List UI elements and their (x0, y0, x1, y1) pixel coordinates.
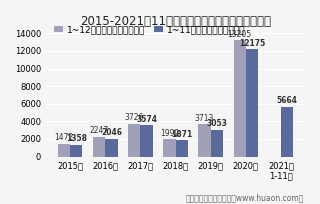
Bar (105, 139, 117, 157)
Text: 2247: 2247 (90, 126, 109, 135)
Text: 2046: 2046 (101, 128, 122, 137)
Bar (281, 107, 293, 157)
Bar (140, 125, 153, 157)
Text: 5664: 5664 (277, 96, 298, 105)
Bar (198, 124, 211, 157)
Bar (246, 49, 258, 157)
Text: 3713: 3713 (195, 114, 214, 123)
Text: 1871: 1871 (171, 130, 192, 139)
Bar (70, 145, 83, 157)
Text: 3726: 3726 (124, 113, 144, 122)
Text: 13205: 13205 (228, 30, 252, 39)
Legend: 1~12月期货成交量（万手）, 1~11月期货成交量（万手）: 1~12月期货成交量（万手）, 1~11月期货成交量（万手） (51, 22, 249, 38)
Text: 1992: 1992 (160, 129, 179, 138)
Text: 12175: 12175 (239, 39, 265, 48)
Bar (234, 40, 246, 157)
Text: 1472: 1472 (54, 133, 74, 142)
Title: 2015-2021年11月大连商品交易所鸡蛋期货成交量: 2015-2021年11月大连商品交易所鸡蛋期货成交量 (80, 15, 271, 28)
Bar (58, 144, 70, 157)
Text: 3053: 3053 (206, 119, 227, 128)
Text: 制图：华经产业研究院（www.huaon.com）: 制图：华经产业研究院（www.huaon.com） (186, 193, 304, 202)
Bar (128, 124, 140, 157)
Text: 3574: 3574 (136, 115, 157, 124)
Bar (176, 140, 188, 157)
Bar (93, 137, 105, 157)
Bar (211, 130, 223, 157)
Bar (163, 139, 176, 157)
Text: 1358: 1358 (66, 134, 87, 143)
